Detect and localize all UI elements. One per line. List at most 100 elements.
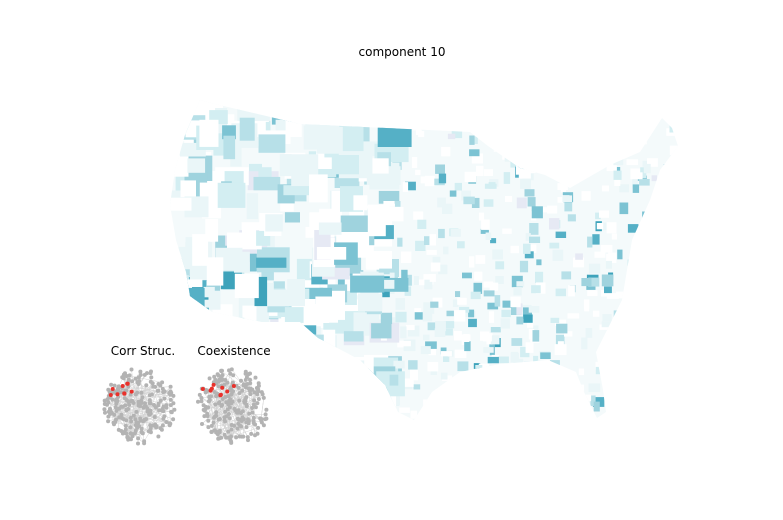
network-edge [205,407,214,423]
county-cell [640,167,647,179]
network-node [123,403,128,408]
county-cell [402,120,414,130]
county-cell [450,228,461,237]
network-node [259,417,264,422]
county-cell [420,346,431,355]
network-node [112,383,117,388]
county-cell [664,385,676,397]
county-cell [582,132,593,144]
county-cell [365,251,392,269]
county-cell [595,212,601,220]
county-cell [462,121,470,130]
county-cell [642,211,654,218]
county-cell [482,383,489,392]
county-cell [510,245,519,254]
county-cell [503,172,511,184]
county-cell [568,285,575,297]
county-cell [314,413,332,420]
county-cell [606,107,618,119]
county-cell [504,380,516,390]
county-cell [636,302,647,313]
network-node [235,416,240,421]
county-cell [486,388,497,396]
network-node [250,406,255,410]
county-cell [347,357,374,382]
county-cell [627,335,633,345]
county-cell [643,100,654,106]
county-cell [674,278,678,284]
county-cell [668,414,677,420]
county-cell [452,105,465,115]
network-node [133,376,138,381]
county-cell [413,211,424,220]
county-cell [564,409,571,416]
county-cell [669,124,675,133]
county-cell [322,267,350,280]
network-node [239,378,243,383]
network-node [213,377,218,382]
county-cell [594,251,606,258]
county-cell [513,287,522,296]
network-node [207,376,212,381]
county-cell [395,311,407,323]
county-cell [613,155,624,166]
county-cell [469,135,475,145]
county-cell [552,249,564,261]
county-cell [483,100,491,108]
county-cell [601,185,609,192]
county-cell [644,361,651,370]
county-cell [483,281,494,288]
county-cell [511,152,521,160]
county-cell [619,307,628,315]
network-node [220,368,224,373]
network-node [156,382,161,386]
county-cell [604,382,616,390]
network-node [160,380,165,385]
county-cell [617,249,623,260]
county-cell [490,335,500,345]
county-cell [627,259,639,267]
network-node [147,401,152,406]
county-cell [367,100,388,119]
county-cell [478,212,485,221]
county-cell [403,378,414,387]
network-node [228,397,233,402]
network-node [244,375,249,380]
network-node [171,393,176,398]
county-cell [223,135,236,160]
network-node [114,408,119,413]
network-node [138,416,143,421]
network-node [164,420,169,424]
network-node [256,397,261,401]
county-cell [476,165,484,177]
county-cell [477,378,489,385]
county-cell [529,417,541,420]
county-cell [601,321,612,328]
network-node [199,395,204,400]
county-cell [474,271,483,281]
network-node [167,423,172,428]
county-cell [595,101,608,110]
county-cell [531,206,543,219]
county-cell [607,404,620,414]
county-cell [539,388,550,399]
network-node [119,429,124,433]
county-cell [555,334,565,345]
county-cell [297,334,315,358]
county-cell [619,184,630,193]
county-cell [485,232,492,240]
county-cell [170,298,182,325]
county-cell [395,298,405,310]
county-cell [481,219,490,230]
county-cell [306,334,324,358]
network-node [129,367,134,372]
county-cell [206,280,220,291]
network-node [158,398,163,403]
county-cell [588,263,601,274]
county-cell [303,425,337,455]
county-cell [435,321,446,332]
county-cell [428,344,436,356]
county-cell [308,374,334,394]
county-cell [551,112,557,120]
county-cell [476,423,484,433]
